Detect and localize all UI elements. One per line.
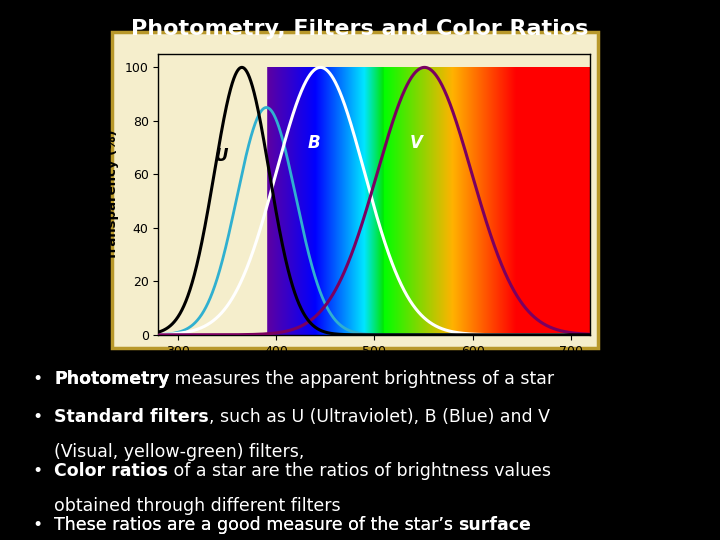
Text: Photometry, Filters and Color Ratios: Photometry, Filters and Color Ratios (131, 19, 589, 39)
Text: These ratios are a good measure of the star’s: These ratios are a good measure of the s… (54, 516, 459, 534)
Text: •: • (32, 370, 42, 388)
X-axis label: Wavelength (nm) →: Wavelength (nm) → (299, 363, 450, 377)
Text: Photometry: Photometry (54, 370, 169, 388)
Text: U: U (215, 147, 229, 165)
Bar (158, 54, 266, 335)
Text: surface: surface (459, 516, 531, 534)
Text: of a star are the ratios of brightness values: of a star are the ratios of brightness v… (168, 462, 551, 480)
Text: Color ratios: Color ratios (54, 462, 168, 480)
Text: B: B (307, 133, 320, 152)
Text: (Visual, yellow-green) filters,: (Visual, yellow-green) filters, (54, 443, 305, 461)
Text: •: • (32, 408, 42, 426)
Text: These ratios are a good measure of the star’s: These ratios are a good measure of the s… (54, 516, 459, 534)
Text: measures the apparent brightness of a star: measures the apparent brightness of a st… (169, 370, 554, 388)
Text: V: V (410, 133, 423, 152)
Text: •: • (32, 516, 42, 534)
Text: , such as U (Ultraviolet), B (Blue) and V: , such as U (Ultraviolet), B (Blue) and … (209, 408, 550, 426)
Y-axis label: Transparency (%): Transparency (%) (107, 129, 120, 260)
Text: Photometry: Photometry (54, 370, 169, 388)
Text: Standard filters: Standard filters (54, 408, 209, 426)
Text: •: • (32, 462, 42, 480)
Text: obtained through different filters: obtained through different filters (54, 497, 341, 515)
